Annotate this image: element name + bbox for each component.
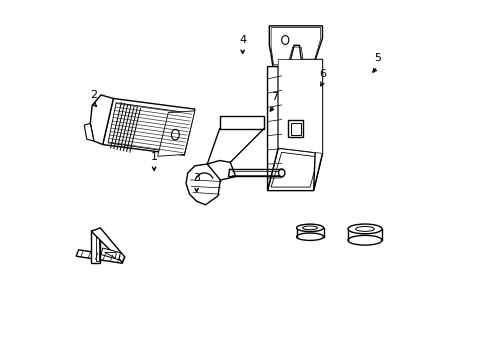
Text: 5: 5 (373, 53, 380, 63)
Text: 2: 2 (90, 90, 97, 100)
Text: 7: 7 (270, 92, 278, 102)
Text: 6: 6 (318, 69, 325, 79)
Polygon shape (91, 228, 124, 262)
Polygon shape (96, 231, 99, 261)
Polygon shape (290, 123, 300, 135)
Polygon shape (313, 59, 322, 191)
Ellipse shape (296, 224, 323, 231)
Polygon shape (267, 148, 322, 191)
Polygon shape (84, 123, 94, 141)
Polygon shape (267, 67, 278, 191)
Polygon shape (157, 111, 195, 156)
Polygon shape (101, 248, 120, 260)
Polygon shape (287, 121, 303, 138)
Polygon shape (90, 95, 113, 145)
Ellipse shape (347, 224, 381, 234)
Polygon shape (219, 116, 264, 129)
Text: 3: 3 (193, 173, 200, 183)
Ellipse shape (355, 226, 374, 231)
Ellipse shape (278, 169, 285, 177)
Polygon shape (278, 59, 322, 153)
Ellipse shape (281, 36, 288, 44)
Ellipse shape (302, 226, 317, 230)
Text: 4: 4 (239, 35, 246, 45)
Ellipse shape (296, 233, 323, 240)
Ellipse shape (347, 235, 381, 245)
Polygon shape (207, 161, 235, 180)
Polygon shape (102, 99, 195, 155)
Polygon shape (91, 230, 100, 263)
Polygon shape (269, 26, 322, 67)
Ellipse shape (171, 129, 179, 140)
Polygon shape (185, 164, 220, 205)
Polygon shape (76, 250, 124, 263)
Text: 1: 1 (150, 152, 157, 162)
